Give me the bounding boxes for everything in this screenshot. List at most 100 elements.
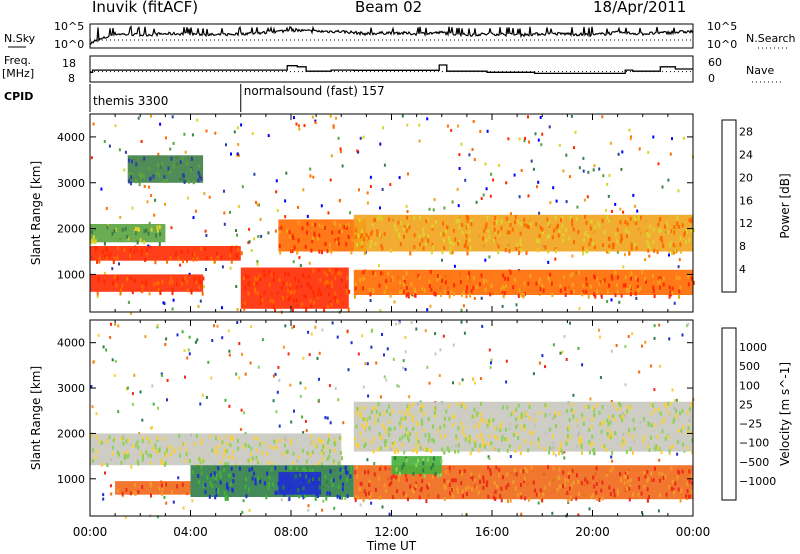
power-band-cell xyxy=(658,229,660,233)
velocity-band-cell xyxy=(646,470,649,474)
velocity-scatter-cell xyxy=(337,398,340,402)
power-scatter-cell xyxy=(365,250,367,254)
power-scatter-cell xyxy=(648,254,651,258)
power-scatter-cell xyxy=(169,147,172,151)
velocity-band-cell xyxy=(530,465,533,470)
power-scatter-cell xyxy=(329,114,332,118)
power-band-cell xyxy=(297,279,300,284)
velocity-scatter-cell xyxy=(434,352,437,356)
power-ytick-label: 3000 xyxy=(57,177,85,190)
velocity-scatter-cell xyxy=(532,372,535,376)
power-band-cell xyxy=(301,226,304,231)
velocity-scatter-cell xyxy=(184,375,186,379)
velocity-band xyxy=(278,472,322,497)
velocity-band-cell xyxy=(559,445,562,450)
power-band-cell xyxy=(594,275,597,280)
power-band-cell xyxy=(432,245,435,250)
power-scatter-cell xyxy=(460,142,463,146)
power-band-cell xyxy=(145,228,148,233)
power-band-cell xyxy=(690,228,693,233)
velocity-band-cell xyxy=(126,450,129,455)
velocity-scatter-cell xyxy=(402,359,405,363)
velocity-scatter-cell xyxy=(110,484,112,488)
power-band-cell xyxy=(157,281,160,286)
power-band-cell xyxy=(116,276,119,281)
power-band-cell xyxy=(284,272,287,277)
power-scatter-cell xyxy=(573,146,575,150)
power-band-cell xyxy=(161,280,164,285)
power-band-cell xyxy=(610,274,613,279)
velocity-band-cell xyxy=(200,465,203,470)
power-scatter-cell xyxy=(196,118,199,122)
velocity-scatter-cell xyxy=(644,340,647,344)
power-band-cell xyxy=(467,224,469,229)
velocity-band-cell xyxy=(619,405,622,410)
velocity-band-cell xyxy=(165,448,168,453)
velocity-scatter-cell xyxy=(610,349,613,353)
velocity-band-cell xyxy=(214,450,217,455)
power-band-cell xyxy=(648,233,651,238)
power-band-cell xyxy=(516,243,519,248)
velocity-band-cell xyxy=(501,435,504,439)
velocity-band-cell xyxy=(302,467,305,472)
power-band-cell xyxy=(272,272,275,277)
power-band-cell xyxy=(598,224,601,229)
power-scatter-cell xyxy=(205,268,207,271)
velocity-band-cell xyxy=(311,450,314,455)
power-scatter-cell xyxy=(587,170,590,174)
power-band-cell xyxy=(692,280,695,285)
power-band-cell xyxy=(168,170,171,175)
velocity-band-cell xyxy=(420,486,423,491)
velocity-scatter-cell xyxy=(235,372,238,376)
velocity-band-cell xyxy=(433,406,436,411)
power-scatter-cell xyxy=(259,217,262,221)
velocity-scatter-cell xyxy=(228,404,231,408)
power-band-cell xyxy=(664,224,666,229)
power-scatter-cell xyxy=(608,174,611,177)
power-scatter-cell xyxy=(583,198,586,202)
velocity-scatter-cell xyxy=(314,325,317,329)
velocity-band-cell xyxy=(316,494,319,498)
power-scatter-cell xyxy=(586,195,589,199)
velocity-band-cell xyxy=(92,459,95,464)
velocity-band-cell xyxy=(244,485,247,489)
velocity-band-cell xyxy=(183,442,186,447)
velocity-band-cell xyxy=(580,481,583,486)
velocity-band-cell xyxy=(336,494,339,499)
power-scatter-cell xyxy=(644,258,647,262)
velocity-band-cell xyxy=(305,474,308,479)
power-scatter-cell xyxy=(528,140,530,144)
power-band-cell xyxy=(624,283,627,288)
velocity-band-cell xyxy=(284,481,287,486)
velocity-scatter-cell xyxy=(381,505,384,509)
power-scatter-cell xyxy=(248,240,251,244)
velocity-scatter-cell xyxy=(342,421,345,425)
velocity-band-cell xyxy=(486,423,489,428)
velocity-band-cell xyxy=(383,412,385,416)
velocity-band-cell xyxy=(379,446,382,451)
velocity-band-cell xyxy=(314,443,317,448)
velocity-band-cell xyxy=(535,492,538,497)
power-band-cell xyxy=(485,237,488,242)
velocity-scatter-cell xyxy=(125,387,128,391)
power-band-cell xyxy=(678,289,681,294)
velocity-band-cell xyxy=(463,469,466,474)
power-band-cell xyxy=(428,284,431,288)
power-band-cell xyxy=(436,274,439,279)
velocity-scatter-cell xyxy=(321,508,324,512)
velocity-scatter-cell xyxy=(336,335,339,339)
velocity-band-cell xyxy=(449,491,451,496)
power-scatter-cell xyxy=(194,209,197,213)
velocity-band-cell xyxy=(519,451,522,456)
velocity-scatter-cell xyxy=(277,365,280,369)
power-scatter-cell xyxy=(652,135,655,139)
power-band-cell xyxy=(467,215,470,220)
power-band-cell xyxy=(165,179,168,183)
velocity-band-cell xyxy=(362,497,365,502)
power-band-cell xyxy=(669,241,672,246)
power-band-cell xyxy=(149,176,151,181)
velocity-band-cell xyxy=(405,493,408,498)
power-band-cell xyxy=(93,240,96,245)
power-band-cell xyxy=(493,238,496,243)
velocity-band-cell xyxy=(632,434,635,439)
